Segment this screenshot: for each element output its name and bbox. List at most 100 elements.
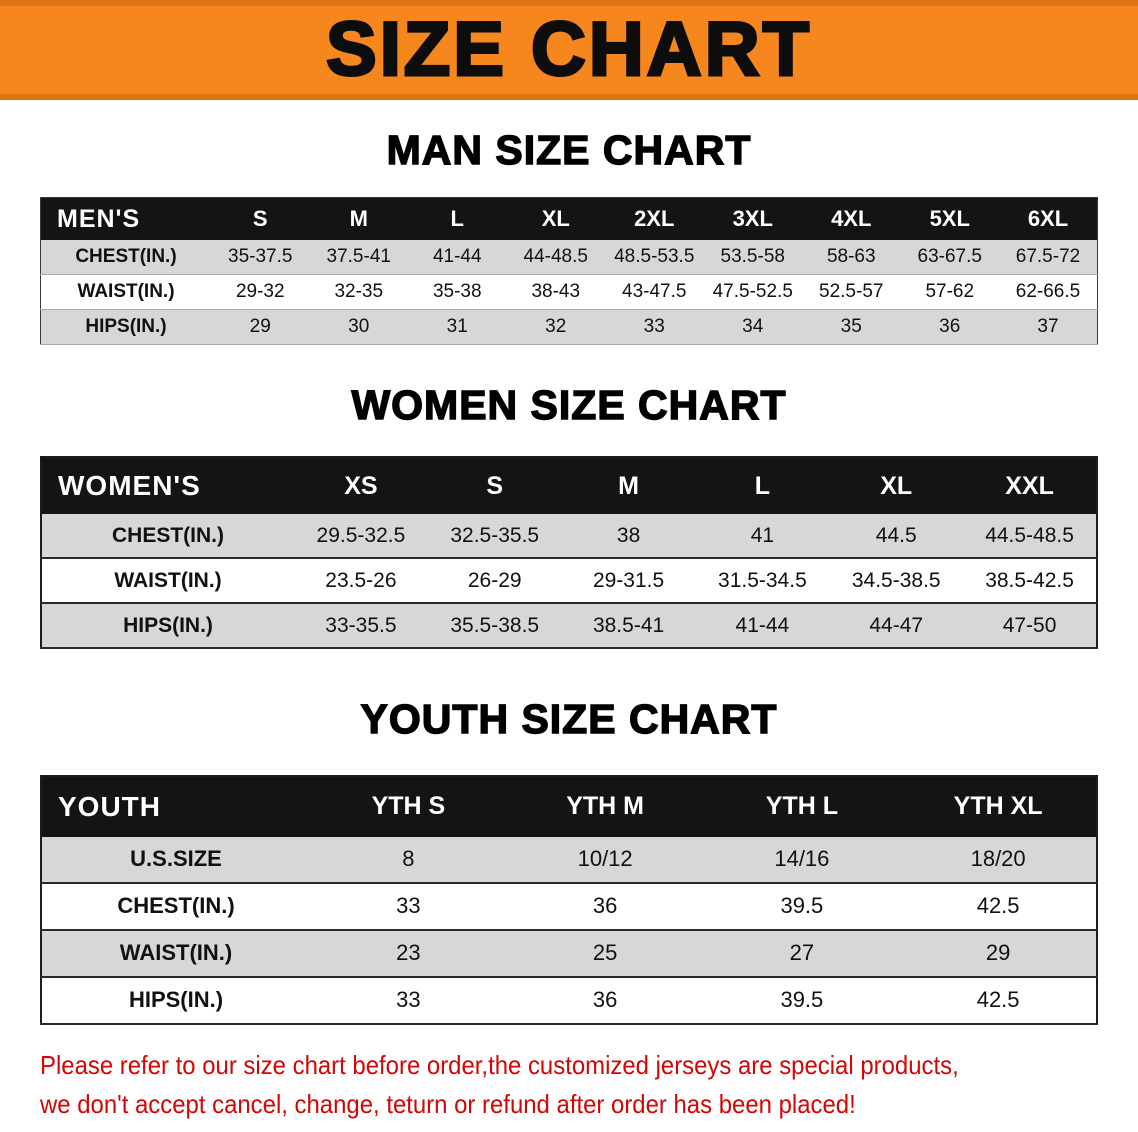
size-column-header: YTH L — [703, 775, 901, 837]
size-value-cell: 36 — [506, 976, 704, 1025]
size-value-cell: 35-37.5 — [211, 240, 310, 276]
size-value-cell: 10/12 — [506, 836, 704, 884]
table-row: CHEST(IN.) 33 36 39.5 42.5 — [41, 882, 1097, 931]
man-size-chart-heading: MAN SIZE CHART — [386, 126, 752, 173]
youth-size-chart-heading: YOUTH SIZE CHART — [360, 696, 778, 743]
size-value-cell: 29-31.5 — [561, 558, 696, 605]
table-row: CHEST(IN.) 29.5-32.5 32.5-35.5 38 41 44.5 44.5… — [41, 514, 1097, 560]
size-value-cell: 37 — [999, 309, 1098, 346]
size-value-cell: 42.5 — [900, 882, 1097, 931]
size-value-cell: 53.5-58 — [703, 240, 802, 276]
size-value-cell: 38.5-41 — [561, 603, 696, 650]
table-header-row: WOMEN'S XS S M L XL XXL — [41, 457, 1097, 515]
size-value-cell: 41-44 — [408, 240, 507, 276]
size-column-header: M — [561, 457, 696, 515]
disclaimer-line-1: Please refer to our size chart before or… — [40, 1049, 959, 1080]
size-value-cell: 38.5-42.5 — [963, 558, 1097, 605]
size-value-cell: 33-35.5 — [294, 603, 428, 650]
size-value-cell: 48.5-53.5 — [605, 240, 704, 276]
size-value-cell: 8 — [310, 836, 507, 884]
row-label: U.S.SIZE — [41, 836, 310, 884]
size-column-header: XS — [294, 457, 428, 515]
size-value-cell: 23.5-26 — [294, 558, 428, 605]
size-value-cell: 33 — [605, 309, 704, 346]
row-label: HIPS(IN.) — [41, 976, 310, 1025]
size-value-cell: 41 — [695, 514, 830, 560]
table-header-row: MEN'S S M L XL 2XL 3XL 4XL 5XL 6XL — [40, 197, 1098, 241]
page-title: SIZE CHART — [325, 7, 812, 92]
size-value-cell: 14/16 — [703, 836, 901, 884]
size-value-cell: 29 — [211, 309, 310, 346]
size-value-cell: 42.5 — [900, 976, 1097, 1025]
row-label: WAIST(IN.) — [41, 558, 294, 605]
table-row: U.S.SIZE 8 10/12 14/16 18/20 — [41, 836, 1097, 884]
size-value-cell: 57-62 — [900, 274, 999, 311]
size-value-cell: 31 — [408, 309, 507, 346]
size-value-cell: 52.5-57 — [802, 274, 901, 311]
table-title-cell: WOMEN'S — [41, 457, 294, 515]
size-value-cell: 33 — [310, 976, 507, 1025]
size-value-cell: 25 — [506, 929, 704, 978]
banner: SIZE CHART — [0, 0, 1138, 100]
size-value-cell: 39.5 — [703, 882, 901, 931]
youth-size-table-container: YOUTH YTH S YTH M YTH L YTH XL U.S.SIZE 8 10/12… — [40, 774, 1098, 1025]
row-label: HIPS(IN.) — [41, 603, 294, 650]
table-title-cell: MEN'S — [40, 197, 211, 241]
size-value-cell: 63-67.5 — [900, 240, 999, 276]
size-value-cell: 29 — [900, 929, 1097, 978]
size-value-cell: 44-47 — [829, 603, 964, 650]
men-size-table: MEN'S S M L XL 2XL 3XL 4XL 5XL 6XL CHEST(IN.) 35-37… — [40, 197, 1098, 346]
size-column-header: YTH S — [310, 775, 507, 837]
women-size-chart-heading: WOMEN SIZE CHART — [351, 381, 787, 429]
row-label: HIPS(IN.) — [40, 309, 211, 346]
table-header-row: YOUTH YTH S YTH M YTH L YTH XL — [41, 775, 1097, 837]
table-row: HIPS(IN.) 33 36 39.5 42.5 — [41, 976, 1097, 1025]
size-column-header: XL — [829, 457, 964, 515]
size-value-cell: 44-48.5 — [506, 240, 605, 276]
size-value-cell: 34 — [703, 309, 802, 346]
size-value-cell: 36 — [506, 882, 704, 931]
size-column-header: YTH M — [506, 775, 704, 837]
disclaimer: Please refer to our size chart before or… — [40, 1049, 1098, 1123]
size-value-cell: 32 — [506, 309, 605, 346]
size-value-cell: 38-43 — [506, 274, 605, 311]
size-value-cell: 32-35 — [309, 274, 408, 311]
section-youth: YOUTH SIZE CHART YOUTH YTH S YTH M YTH L YTH… — [0, 695, 1138, 1025]
size-column-header: YTH XL — [900, 775, 1097, 837]
size-value-cell: 39.5 — [703, 976, 901, 1025]
women-size-table-container: WOMEN'S XS S M L XL XXL CHEST(IN.) 29.5-32.5 32.5… — [40, 456, 1098, 650]
size-value-cell: 33 — [310, 882, 507, 931]
size-column-header: 4XL — [802, 197, 901, 241]
disclaimer-line-2: we don't accept cancel, change, teturn o… — [40, 1089, 856, 1120]
size-value-cell: 23 — [310, 929, 507, 978]
size-value-cell: 67.5-72 — [999, 240, 1098, 276]
table-row: CHEST(IN.) 35-37.5 37.5-41 41-44 44-48.5 48.5… — [40, 240, 1098, 276]
size-column-header: 2XL — [605, 197, 704, 241]
size-value-cell: 26-29 — [427, 558, 562, 605]
size-column-header: 3XL — [703, 197, 802, 241]
women-size-table: WOMEN'S XS S M L XL XXL CHEST(IN.) 29.5-32.5 32.5… — [40, 456, 1098, 650]
size-value-cell: 43-47.5 — [605, 274, 704, 311]
table-row: HIPS(IN.) 29 30 31 32 33 34 35 36 37 — [40, 309, 1098, 346]
size-value-cell: 30 — [309, 309, 408, 346]
size-value-cell: 38 — [561, 514, 696, 560]
section-women: WOMEN SIZE CHART WOMEN'S XS S M L XL XXL CHEST(… — [0, 381, 1138, 650]
row-label: WAIST(IN.) — [41, 929, 310, 978]
size-value-cell: 36 — [900, 309, 999, 346]
table-row: WAIST(IN.) 23 25 27 29 — [41, 929, 1097, 978]
size-column-header: XXL — [963, 457, 1097, 515]
size-value-cell: 37.5-41 — [309, 240, 408, 276]
size-value-cell: 29-32 — [211, 274, 310, 311]
section-men: MAN SIZE CHART MEN'S S M L XL 2XL 3XL 4XL 5XL 6XL… — [0, 126, 1138, 346]
size-value-cell: 35 — [802, 309, 901, 346]
size-value-cell: 44.5-48.5 — [963, 514, 1097, 560]
table-row: WAIST(IN.) 23.5-26 26-29 29-31.5 31.5-34.5 34… — [41, 558, 1097, 605]
men-size-table-container: MEN'S S M L XL 2XL 3XL 4XL 5XL 6XL CHEST(IN.) 35-37… — [40, 197, 1098, 346]
size-value-cell: 41-44 — [695, 603, 830, 650]
size-column-header: 6XL — [999, 197, 1098, 241]
size-value-cell: 29.5-32.5 — [294, 514, 428, 560]
size-column-header: M — [309, 197, 408, 241]
table-row: WAIST(IN.) 29-32 32-35 35-38 38-43 43-47.5 47.… — [40, 274, 1098, 311]
youth-size-table: YOUTH YTH S YTH M YTH L YTH XL U.S.SIZE 8 10/12… — [40, 774, 1098, 1025]
table-row: HIPS(IN.) 33-35.5 35.5-38.5 38.5-41 41-44 44-… — [41, 603, 1097, 650]
